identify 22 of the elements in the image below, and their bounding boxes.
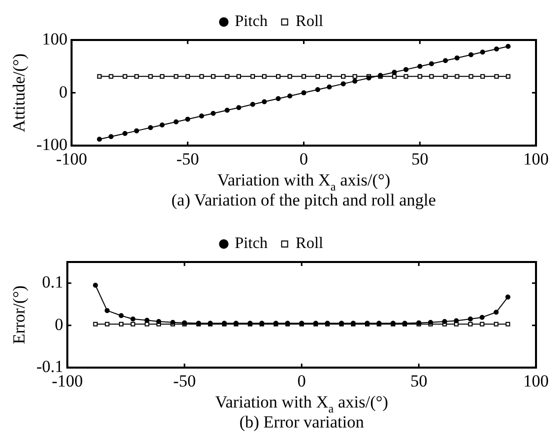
legend-label: Roll <box>296 13 324 30</box>
text: (a) Variation of the pitch and roll angle <box>171 190 436 210</box>
y-tick-label: 0 <box>59 82 68 102</box>
x-tick-label: 100 <box>523 371 549 390</box>
x-tick-label: 0 <box>297 371 306 390</box>
y-tick-label: -0.1 <box>36 357 64 376</box>
legend-label: Pitch <box>234 235 268 252</box>
x-tick-label: 50 <box>410 371 428 390</box>
x-tick-label: -50 <box>173 371 196 390</box>
x-tick-label: 100 <box>523 149 549 168</box>
y-tick-label: 0 <box>54 314 64 334</box>
x-tick-label: 50 <box>411 149 428 168</box>
y-tick-label: 0.1 <box>42 272 64 292</box>
legend-label: Pitch <box>234 13 268 30</box>
y-axis-title: Error/(°) <box>10 285 29 344</box>
x-tick-label: 0 <box>300 149 308 168</box>
x-tick-label: -50 <box>176 149 200 168</box>
y-tick-label: 100 <box>42 29 68 48</box>
legend-label: Roll <box>296 235 324 252</box>
y-tick-label: -100 <box>36 135 68 154</box>
text: (b) Error variation <box>239 412 364 432</box>
y-axis-title: Attitude/(°) <box>10 54 29 132</box>
